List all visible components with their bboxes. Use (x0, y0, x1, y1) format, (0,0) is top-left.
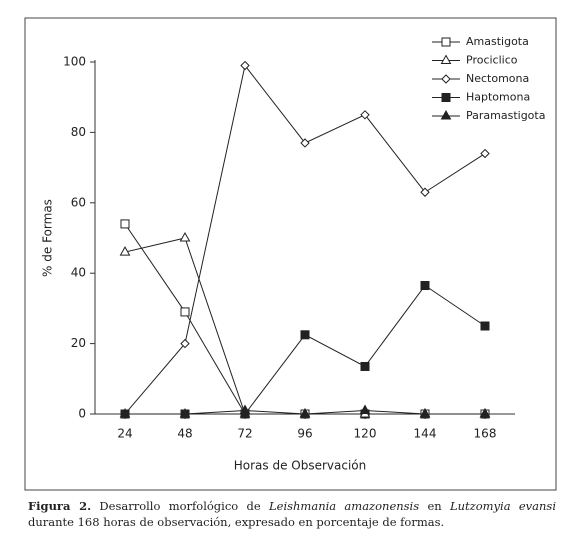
caption-text: Desarrollo morfológico de (99, 499, 261, 513)
marker (441, 74, 451, 84)
y-tick-label: 60 (71, 195, 86, 209)
caption-text: en (427, 499, 442, 513)
x-tick-label: 72 (237, 427, 252, 441)
marker (359, 404, 371, 414)
y-tick-label: 100 (63, 55, 86, 69)
marker (479, 407, 491, 418)
x-tick-label: 120 (354, 427, 377, 441)
y-tick-label: 80 (71, 125, 86, 139)
marker (440, 109, 452, 120)
marker (179, 407, 191, 418)
y-tick-label: 0 (78, 407, 86, 421)
x-tick-label: 144 (414, 427, 437, 441)
marker (239, 404, 251, 414)
marker (300, 138, 310, 148)
caption-label: Figura 2. (28, 499, 92, 513)
marker (179, 231, 191, 242)
legend-label: Prociclico (466, 54, 518, 67)
marker (180, 338, 190, 349)
marker (360, 361, 370, 371)
x-tick-label: 48 (177, 427, 192, 441)
marker (120, 219, 130, 229)
caption: Figura 2. Desarrollo morfológico de Leis… (28, 498, 556, 530)
x-tick-label: 96 (297, 427, 312, 441)
y-tick-label: 20 (71, 336, 86, 350)
marker (440, 54, 452, 64)
marker (240, 60, 250, 71)
series-line (125, 284, 486, 415)
marker (419, 407, 431, 418)
caption-species: Leishmania amazonensis (269, 499, 420, 513)
series-line (124, 237, 485, 415)
marker (441, 93, 451, 102)
series-line (124, 223, 485, 415)
y-tick-label: 40 (71, 266, 86, 280)
caption-species: Lutzomyia evansi (449, 499, 557, 513)
marker (119, 246, 131, 256)
marker (480, 148, 490, 159)
marker (441, 37, 451, 47)
legend-label: Paramastigota (466, 109, 545, 122)
marker (299, 407, 311, 418)
x-tick-label: 168 (474, 427, 497, 441)
x-axis-label: Horas de Observación (234, 459, 367, 473)
x-tick-label: 24 (117, 427, 132, 441)
marker (360, 110, 370, 120)
marker (180, 307, 190, 317)
legend-label: Haptomona (466, 91, 530, 104)
marker (300, 330, 310, 340)
legend-label: Amastigota (466, 35, 529, 48)
marker (420, 281, 430, 291)
figure-frame (24, 17, 557, 491)
y-axis-label: % de Formas (41, 199, 55, 277)
marker (119, 407, 131, 418)
marker (480, 321, 490, 331)
marker (420, 187, 430, 197)
caption-text: durante 168 horas de observación, expres… (28, 515, 445, 529)
legend-label: Nectomona (466, 72, 529, 85)
